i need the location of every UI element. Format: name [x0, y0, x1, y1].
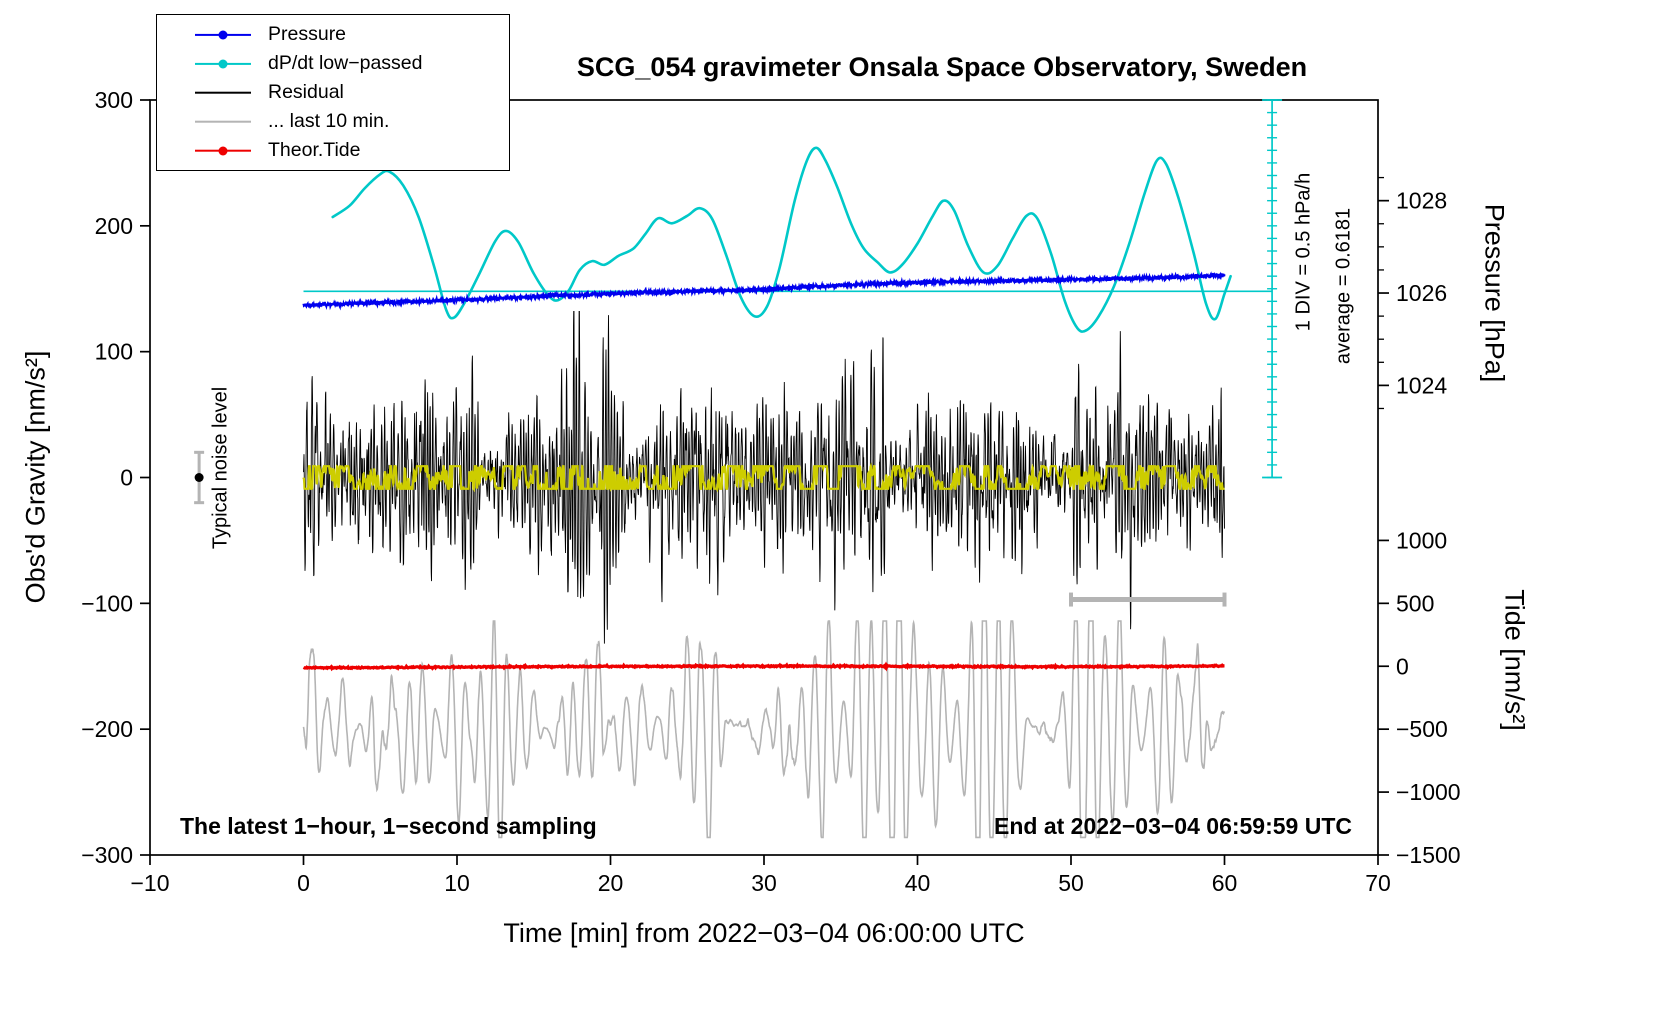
end-time-note: End at 2022−03−04 06:59:59 UTC [994, 813, 1352, 839]
pressure-tick-label: 1028 [1396, 188, 1447, 214]
y-tick-label: 0 [120, 465, 133, 491]
x-tick-label: 10 [444, 870, 470, 896]
noise-level-dot [194, 473, 204, 482]
dp-dt-low-passed-line-marker-icon [195, 49, 251, 78]
tide-tick-label: −500 [1396, 716, 1448, 742]
legend-item-residual: Residual [157, 78, 509, 107]
pressure-axis-label: Pressure [hPa] [1479, 203, 1510, 383]
legend-item-dp-dt-low-passed: dP/dt low−passed [157, 49, 509, 78]
y-tick-label: −100 [81, 590, 133, 616]
dp-dt-low-passed-dot-marker-icon [218, 59, 228, 68]
x-tick-label: −10 [130, 870, 169, 896]
series-residual-low-passed [302, 462, 1225, 493]
x-tick-label: 30 [751, 870, 777, 896]
legend-item-theor-tide: Theor.Tide [157, 136, 509, 165]
y-tick-label: −300 [81, 842, 133, 868]
theor-tide-line-marker-icon [195, 136, 251, 165]
tide-tick-label: 0 [1396, 653, 1409, 679]
series-last-10-min [302, 619, 1226, 839]
pressure-line-marker-icon [195, 20, 251, 49]
chart-title: SCG_054 gravimeter Onsala Space Observat… [576, 52, 1308, 82]
legend-item-label: dP/dt low−passed [268, 52, 423, 74]
pressure-dot-marker-icon [218, 30, 228, 39]
sampling-note: The latest 1−hour, 1−second sampling [180, 813, 597, 839]
y-axis-label: Obs'd Gravity [nm/s²] [20, 350, 51, 604]
theor-tide-dot-marker-icon [218, 146, 228, 155]
y-tick-label: 100 [95, 339, 133, 365]
series-pressure [302, 271, 1226, 311]
legend-item-label: Theor.Tide [268, 139, 361, 161]
residual-line-marker-icon [195, 78, 251, 107]
x-tick-label: 0 [297, 870, 310, 896]
pressure-tick-label: 1024 [1396, 372, 1447, 398]
pressure-tick-label: 1026 [1396, 280, 1447, 306]
legend-item-label: Pressure [268, 23, 347, 45]
x-tick-label: 40 [905, 870, 931, 896]
last-10-min-line-marker-icon [195, 107, 251, 136]
x-tick-label: 60 [1212, 870, 1238, 896]
tide-tick-label: −1000 [1396, 779, 1461, 805]
x-axis-label: Time [min] from 2022−03−04 06:00:00 UTC [503, 918, 1025, 948]
legend-item-label: ... last 10 min. [268, 110, 390, 132]
noise-level-label: Typical noise level [209, 386, 232, 550]
tide-tick-label: −1500 [1396, 842, 1461, 868]
y-tick-label: −200 [81, 716, 133, 742]
y-tick-label: 300 [95, 87, 133, 113]
tide-axis-label: Tide [nm/s²] [1499, 589, 1530, 731]
tide-tick-label: 1000 [1396, 527, 1447, 553]
legend-item-pressure: Pressure [157, 20, 509, 49]
legend-item-last-10-min: ... last 10 min. [157, 107, 509, 136]
series-theor-tide [302, 661, 1225, 672]
series-dp-dt-low-passed [331, 146, 1232, 333]
y-tick-label: 200 [95, 213, 133, 239]
legend-item-label: Residual [268, 81, 344, 103]
x-tick-label: 70 [1365, 870, 1391, 896]
x-tick-label: 50 [1058, 870, 1084, 896]
div-scale-label: 1 DIV = 0.5 hPa/h [1292, 172, 1315, 332]
average-value-label: average = 0.6181 [1332, 207, 1355, 365]
tide-tick-label: 500 [1396, 590, 1434, 616]
x-tick-label: 20 [598, 870, 624, 896]
legend: Pressure dP/dt low−passed Residual ... last… [156, 14, 510, 171]
